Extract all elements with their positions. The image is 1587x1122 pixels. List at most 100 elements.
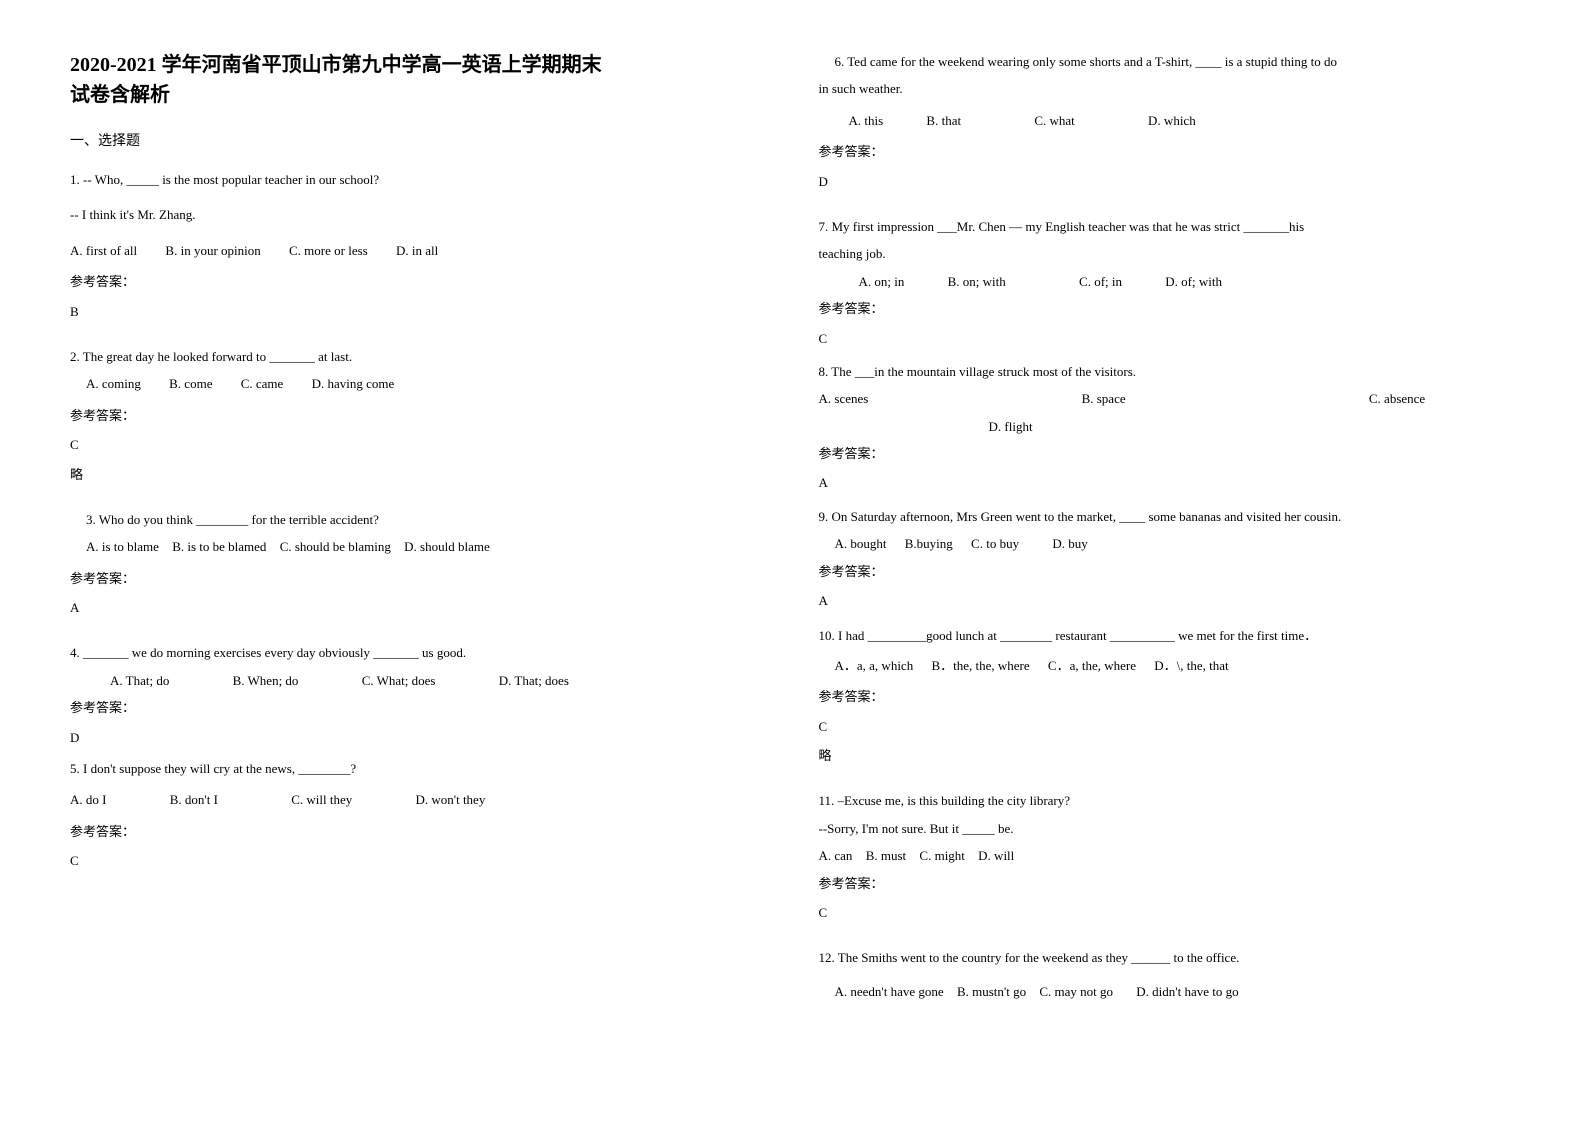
q3-opt-c: C. should be blaming (280, 535, 391, 558)
q2-opt-a: A. coming (86, 372, 141, 395)
q6-opt-a: A. this (849, 109, 884, 132)
q7-opt-d: D. of; with (1165, 270, 1222, 293)
q11-opt-c: C. might (919, 844, 965, 867)
q2-answer: C (70, 433, 769, 456)
question-4: 4. _______ we do morning exercises every… (70, 641, 769, 755)
q11-answer: C (819, 901, 1518, 924)
q7-answer: C (819, 327, 1518, 350)
q7-opt-c: C. of; in (1079, 270, 1122, 293)
q12-opt-a: A. needn't have gone (835, 980, 944, 1003)
question-10: 10. I had _________good lunch at _______… (819, 624, 1518, 773)
q11-opt-b: B. must (866, 844, 906, 867)
q4-opt-a: A. That; do (110, 669, 169, 692)
q2-opt-c: C. came (241, 372, 284, 395)
q7-answer-label: 参考答案： (819, 297, 1518, 320)
q5-opt-b: B. don't I (170, 788, 218, 811)
q2-note: 略 (70, 463, 769, 486)
q6-answer: D (819, 170, 1518, 193)
q3-opt-d: D. should blame (404, 535, 490, 558)
q2-opt-b: B. come (169, 372, 212, 395)
q6-opt-d: D. which (1148, 109, 1196, 132)
q10-opt-b: B．the, the, where (931, 654, 1029, 677)
q11-text-2: --Sorry, I'm not sure. But it _____ be. (819, 817, 1518, 840)
q8-opt-a: A. scenes (819, 387, 869, 410)
q8-opt-b: B. space (1082, 387, 1126, 410)
q1-answer-label: 参考答案： (70, 270, 769, 293)
q6-text-2: in such weather. (819, 77, 1518, 100)
q3-opt-a: A. is to blame (86, 535, 159, 558)
question-1: 1. -- Who, _____ is the most popular tea… (70, 168, 769, 329)
q7-text-1: 7. My first impression ___Mr. Chen — my … (819, 215, 1518, 238)
q3-text: 3. Who do you think ________ for the ter… (70, 508, 769, 531)
q1-opt-b: B. in your opinion (165, 239, 260, 262)
q11-answer-label: 参考答案： (819, 872, 1518, 895)
q6-opt-b: B. that (926, 109, 961, 132)
q4-answer: D (70, 726, 769, 749)
q1-opt-c: C. more or less (289, 239, 368, 262)
question-2: 2. The great day he looked forward to __… (70, 345, 769, 492)
q9-opt-c: C. to buy (971, 532, 1019, 555)
q8-answer-label: 参考答案： (819, 442, 1518, 465)
q5-answer-label: 参考答案： (70, 820, 769, 843)
q11-opt-d: D. will (978, 844, 1014, 867)
right-column: 6. Ted came for the weekend wearing only… (819, 50, 1518, 1072)
q1-text-1: 1. -- Who, _____ is the most popular tea… (70, 168, 769, 191)
q9-opt-d: D. buy (1052, 532, 1087, 555)
title-line-2: 试卷含解析 (70, 84, 170, 106)
q9-answer-label: 参考答案： (819, 560, 1518, 583)
question-7: 7. My first impression ___Mr. Chen — my … (819, 215, 1518, 356)
q4-opt-b: B. When; do (233, 669, 299, 692)
q1-opt-d: D. in all (396, 239, 438, 262)
q8-text: 8. The ___in the mountain village struck… (819, 360, 1518, 383)
q7-opt-b: B. on; with (948, 270, 1006, 293)
left-column: 2020-2021 学年河南省平顶山市第九中学高一英语上学期期末 试卷含解析 一… (70, 50, 769, 1072)
q10-opt-d: D．\, the, that (1154, 654, 1228, 677)
question-9: 9. On Saturday afternoon, Mrs Green went… (819, 505, 1518, 619)
q2-text: 2. The great day he looked forward to __… (70, 345, 769, 368)
q11-opt-a: A. can (819, 844, 853, 867)
question-5: 5. I don't suppose they will cry at the … (70, 757, 769, 879)
q8-opt-d: D. flight (989, 415, 1033, 438)
q3-answer-label: 参考答案： (70, 567, 769, 590)
q2-answer-label: 参考答案： (70, 404, 769, 427)
q1-answer: B (70, 300, 769, 323)
q3-opt-b: B. is to be blamed (172, 535, 266, 558)
q10-opt-a: A．a, a, which (835, 654, 914, 677)
q12-opt-d: D. didn't have to go (1136, 980, 1238, 1003)
q9-answer: A (819, 589, 1518, 612)
q5-answer: C (70, 849, 769, 872)
exam-title: 2020-2021 学年河南省平顶山市第九中学高一英语上学期期末 试卷含解析 (70, 50, 769, 110)
q4-opt-c: C. What; does (362, 669, 436, 692)
q9-opt-b: B.buying (905, 532, 953, 555)
q10-answer-label: 参考答案： (819, 685, 1518, 708)
q10-opt-c: C．a, the, where (1048, 654, 1136, 677)
section-1-header: 一、选择题 (70, 130, 769, 150)
question-3: 3. Who do you think ________ for the ter… (70, 508, 769, 626)
q3-answer: A (70, 596, 769, 619)
question-6: 6. Ted came for the weekend wearing only… (819, 50, 1518, 199)
q8-answer: A (819, 471, 1518, 494)
q5-text: 5. I don't suppose they will cry at the … (70, 757, 769, 780)
q2-opt-d: D. having come (312, 372, 395, 395)
q7-text-2: teaching job. (819, 242, 1518, 265)
q9-text: 9. On Saturday afternoon, Mrs Green went… (819, 505, 1518, 528)
q12-opt-c: C. may not go (1039, 980, 1113, 1003)
q8-opt-c: C. absence (1369, 387, 1425, 410)
q10-answer: C (819, 715, 1518, 738)
q9-opt-a: A. bought (835, 532, 887, 555)
q6-opt-c: C. what (1034, 109, 1074, 132)
q5-opt-c: C. will they (291, 788, 352, 811)
q6-answer-label: 参考答案： (819, 140, 1518, 163)
q5-opt-d: D. won't they (415, 788, 485, 811)
question-8: 8. The ___in the mountain village struck… (819, 360, 1518, 501)
q4-text: 4. _______ we do morning exercises every… (70, 641, 769, 664)
q10-text: 10. I had _________good lunch at _______… (819, 624, 1518, 647)
q5-opt-a: A. do I (70, 788, 106, 811)
q10-note: 略 (819, 744, 1518, 767)
q4-answer-label: 参考答案： (70, 696, 769, 719)
q7-opt-a: A. on; in (859, 270, 905, 293)
q1-text-2: -- I think it's Mr. Zhang. (70, 203, 769, 226)
question-12: 12. The Smiths went to the country for t… (819, 946, 1518, 1007)
question-11: 11. –Excuse me, is this building the cit… (819, 789, 1518, 930)
q12-opt-b: B. mustn't go (957, 980, 1026, 1003)
